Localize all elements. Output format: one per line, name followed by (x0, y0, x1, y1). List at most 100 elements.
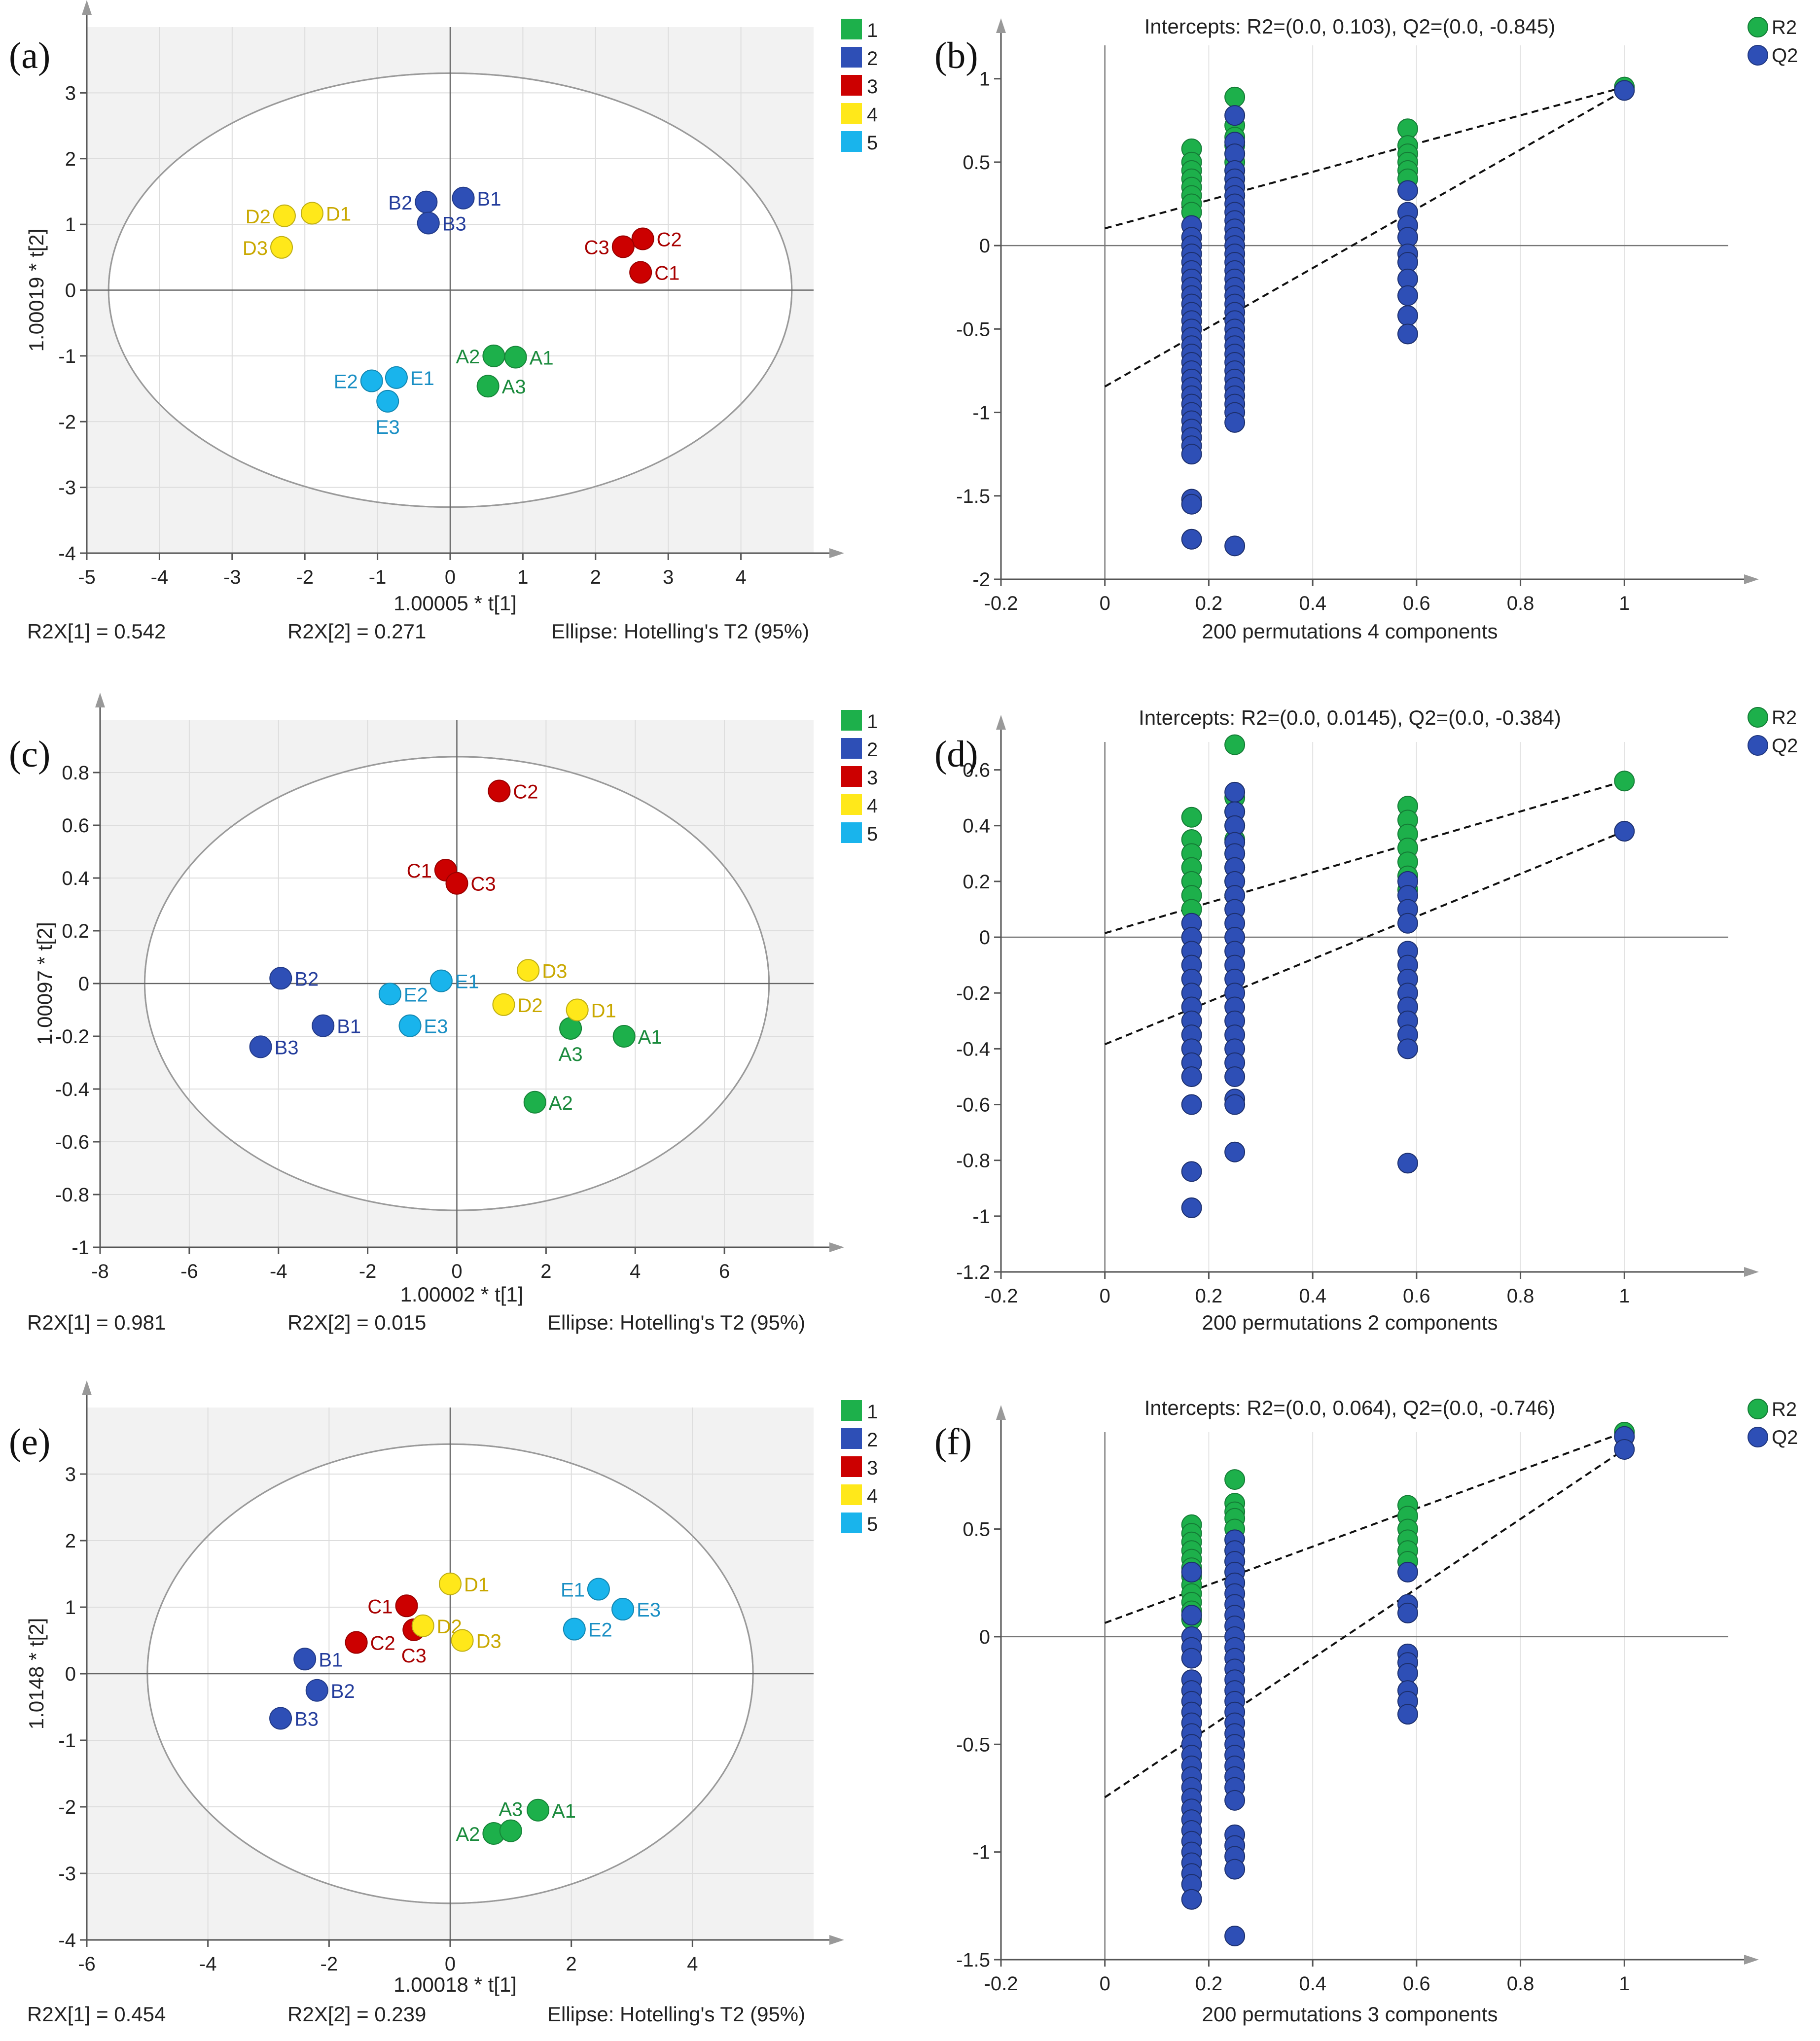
q2-point (1181, 1161, 1202, 1182)
point-label-E1: E1 (561, 1580, 585, 1601)
data-point-A1 (504, 346, 527, 369)
q2-point (1397, 180, 1418, 201)
legend-label: 4 (867, 1485, 878, 1507)
q2-point (1224, 1066, 1246, 1087)
y-axis-arrow (82, 1380, 92, 1395)
y-tick-label: -1 (58, 1730, 76, 1752)
point-label-E3: E3 (424, 1016, 448, 1038)
q2-regression-line (1104, 89, 1625, 387)
data-point-E1 (587, 1578, 610, 1601)
y-tick-label: 3 (65, 1464, 76, 1485)
q2-point (1397, 1038, 1418, 1059)
point-label-D3: D3 (542, 960, 567, 982)
y-tick-label: -0.8 (956, 1150, 990, 1172)
q2-point (1181, 1648, 1202, 1669)
q2-point (1181, 528, 1202, 550)
x-tick-label: 1 (1619, 1285, 1630, 1307)
point-label-D1: D1 (591, 1000, 616, 1022)
point-label-A2: A2 (549, 1092, 573, 1114)
x-tick-label: 0.8 (1507, 1285, 1535, 1307)
x-tick-label: 1 (1619, 1973, 1630, 1995)
x-tick-label: 0 (1100, 1285, 1110, 1307)
y-tick-label: 0.4 (62, 868, 89, 889)
y-tick-label: -3 (58, 1863, 76, 1885)
legend-label: R2 (1772, 1399, 1797, 1420)
y-tick-label: 0 (979, 927, 990, 949)
x-axis-arrow (829, 548, 844, 558)
score-plot-c: -8 -6 -4 -2 0 2 4 6 -1 -0.8 -0.6 -0.4 -0.2 0 0.2 0.4 0.6… (9, 693, 878, 1334)
q2-point (1181, 1561, 1202, 1583)
legend-swatch (841, 19, 862, 39)
y-tick-label: 0 (65, 1663, 76, 1685)
r2-point (1224, 734, 1246, 755)
y-tick-label: -2 (58, 411, 76, 433)
point-label-B2: B2 (294, 968, 319, 990)
x-axis-arrow (829, 1935, 844, 1945)
legend-marker (1748, 17, 1768, 37)
x-tick-label: -6 (78, 1953, 96, 1975)
x-tick-label: -8 (91, 1261, 109, 1282)
data-point-D1 (566, 998, 589, 1021)
x-tick-label: 0 (445, 1953, 456, 1975)
legend-label: 5 (867, 823, 878, 845)
plot-title: Intercepts: R2=(0.0, 0.064), Q2=(0.0, -0… (1144, 1396, 1555, 1419)
permutation-plot-f: -0.2 0 0.2 0.4 0.6 0.8 1 -1.5 -1 -0.5 0 0.5 200 perm… (934, 1396, 1798, 2026)
x-tick-label: 2 (590, 566, 601, 588)
r2-point (1224, 1469, 1246, 1490)
panel-label: (a) (9, 35, 50, 76)
legend-swatch (841, 794, 862, 815)
legend-marker (1748, 1399, 1768, 1419)
q2-point (1181, 444, 1202, 465)
legend-swatch (841, 738, 862, 759)
x-tick-label: 0 (445, 566, 456, 588)
point-label-B1: B1 (477, 188, 501, 210)
data-point-E2 (378, 983, 401, 1006)
x-tick-label: 0.2 (1195, 593, 1223, 614)
q2-point (1181, 1889, 1202, 1910)
point-label-B2: B2 (331, 1681, 355, 1702)
data-point-A1 (612, 1025, 636, 1048)
legend-label: R2 (1772, 707, 1797, 729)
x-axis-arrow (1744, 1267, 1759, 1277)
data-point-C2 (488, 779, 511, 803)
q2-point (1224, 105, 1246, 126)
data-point-A2 (482, 344, 505, 367)
x-axis-arrow (1744, 1955, 1759, 1965)
legend-swatch (841, 822, 862, 843)
q2-point (1614, 80, 1635, 101)
x-tick-label: 0.4 (1299, 1973, 1326, 1995)
q2-point (1224, 535, 1246, 557)
x-tick-label: 0.2 (1195, 1973, 1223, 1995)
point-label-B3: B3 (442, 213, 466, 235)
x-tick-label: 0 (451, 1261, 462, 1282)
point-label-D1: D1 (326, 203, 351, 225)
x-tick-label: 0.8 (1507, 593, 1535, 614)
legend-swatch (841, 131, 862, 152)
data-point-D3 (517, 959, 540, 982)
point-label-D1: D1 (464, 1574, 489, 1596)
y-tick-label: 1 (65, 214, 76, 236)
data-point-D3 (451, 1629, 474, 1652)
point-label-A1: A1 (530, 348, 554, 369)
y-axis-label: 1.00097 * t[2] (33, 922, 56, 1045)
point-label-A3: A3 (499, 1799, 523, 1821)
data-point-D2 (492, 993, 515, 1016)
q2-point (1224, 1925, 1246, 1946)
y-tick-label: -2 (58, 1796, 76, 1818)
point-label-B1: B1 (319, 1649, 343, 1671)
plot-title: Intercepts: R2=(0.0, 0.0145), Q2=(0.0, -… (1139, 706, 1561, 729)
legend-label: 2 (867, 48, 878, 70)
point-label-E1: E1 (410, 368, 434, 389)
q2-point (1614, 821, 1635, 842)
y-tick-label: 0.6 (963, 760, 990, 781)
r2-point (1181, 807, 1202, 828)
q2-point (1397, 913, 1418, 934)
data-point-B1 (293, 1648, 317, 1671)
data-point-A3 (499, 1819, 522, 1842)
legend-label: 5 (867, 132, 878, 154)
x-tick-label: 0.4 (1299, 1285, 1326, 1307)
point-label-C2: C2 (513, 781, 538, 803)
legend-label: 4 (867, 795, 878, 817)
legend-swatch (841, 1400, 862, 1421)
y-axis-arrow (996, 715, 1006, 730)
